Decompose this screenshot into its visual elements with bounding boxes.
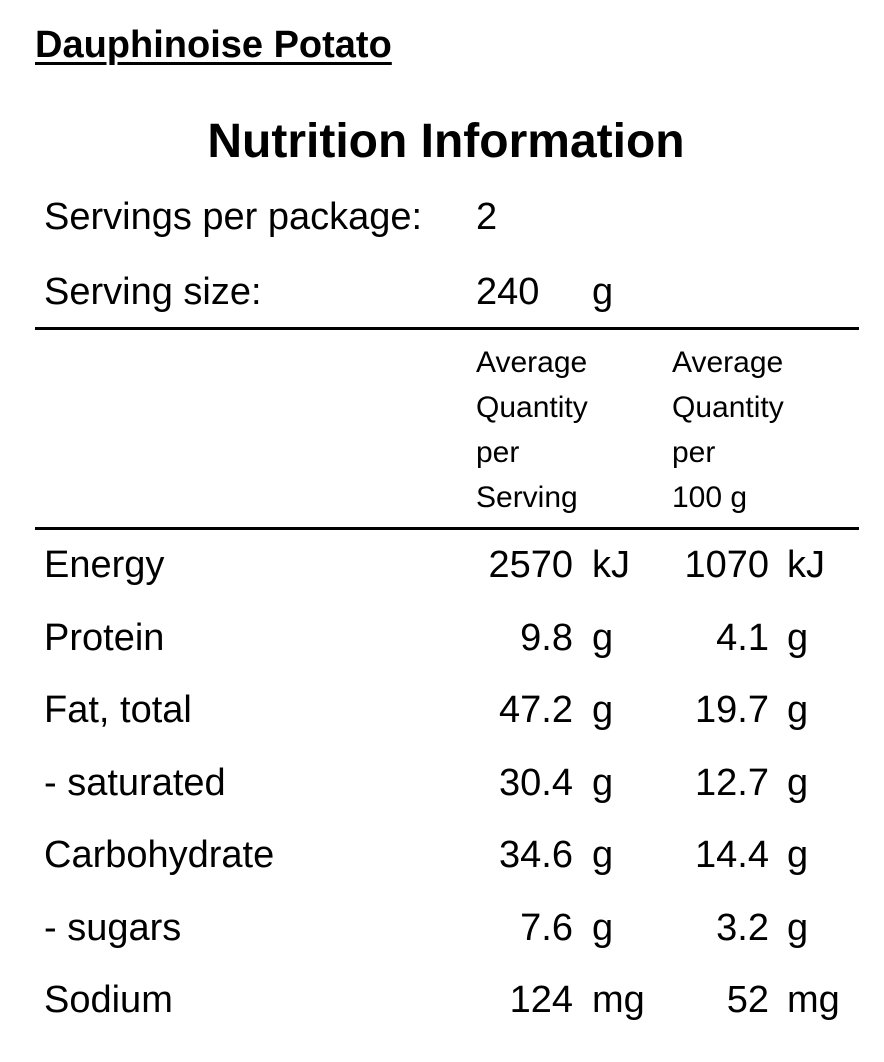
nutrient-name: Sodium: [44, 979, 173, 1021]
per-serving-unit: g: [592, 689, 614, 731]
per-100g-value: 1070: [684, 544, 769, 586]
serving-size-value: 240: [476, 271, 540, 313]
per-100g-value: 3.2: [716, 907, 769, 949]
servings-per-package-label: Servings per package:: [44, 196, 423, 238]
column-header-line: Quantity: [672, 391, 784, 424]
column-header-per-serving: Average Quantity per Serving: [476, 340, 666, 520]
per-serving-unit: g: [592, 762, 614, 804]
per-100g-unit: g: [787, 617, 809, 659]
per-100g-value: 4.1: [716, 617, 769, 659]
per-serving-value: 9.8: [520, 617, 573, 659]
serving-size-unit: g: [592, 271, 614, 313]
column-header-line: Quantity: [476, 391, 588, 424]
servings-per-package-value: 2: [476, 196, 498, 238]
top-divider: [35, 327, 859, 330]
per-serving-unit: kJ: [592, 544, 630, 586]
column-header-line: per: [476, 436, 520, 469]
per-100g-unit: kJ: [787, 544, 825, 586]
column-header-line: per: [672, 436, 716, 469]
per-100g-value: 52: [726, 979, 769, 1021]
column-header-line: Average: [672, 346, 784, 379]
nutrient-name: Energy: [44, 544, 165, 586]
per-100g-value: 14.4: [695, 834, 769, 876]
product-title: Dauphinoise Potato: [35, 24, 392, 66]
per-100g-unit: g: [787, 689, 809, 731]
per-serving-value: 30.4: [499, 762, 573, 804]
nutrient-name: - saturated: [44, 762, 226, 804]
column-header-line: Average: [476, 346, 588, 379]
per-100g-unit: g: [787, 762, 809, 804]
nutrient-name: - sugars: [44, 907, 182, 949]
per-100g-unit: g: [787, 907, 809, 949]
column-header-line: Serving: [476, 481, 578, 514]
header-divider: [35, 527, 859, 530]
nutrient-name: Fat, total: [44, 689, 192, 731]
per-serving-value: 47.2: [499, 689, 573, 731]
per-serving-unit: g: [592, 907, 614, 949]
per-serving-value: 34.6: [499, 834, 573, 876]
per-100g-unit: g: [787, 834, 809, 876]
per-serving-value: 2570: [488, 544, 573, 586]
nutrient-name: Carbohydrate: [44, 834, 275, 876]
column-header-line: 100 g: [672, 481, 748, 514]
per-100g-unit: mg: [787, 979, 840, 1021]
per-serving-unit: g: [592, 834, 614, 876]
per-100g-value: 12.7: [695, 762, 769, 804]
per-serving-value: 7.6: [520, 907, 573, 949]
per-serving-unit: mg: [592, 979, 645, 1021]
serving-size-label: Serving size:: [44, 271, 262, 313]
per-serving-value: 124: [509, 979, 573, 1021]
per-100g-value: 19.7: [695, 689, 769, 731]
nutrient-name: Protein: [44, 617, 165, 659]
column-header-per-100g: Average Quantity per 100 g: [672, 340, 862, 520]
panel-title: Nutrition Information: [207, 115, 685, 168]
per-serving-unit: g: [592, 617, 614, 659]
